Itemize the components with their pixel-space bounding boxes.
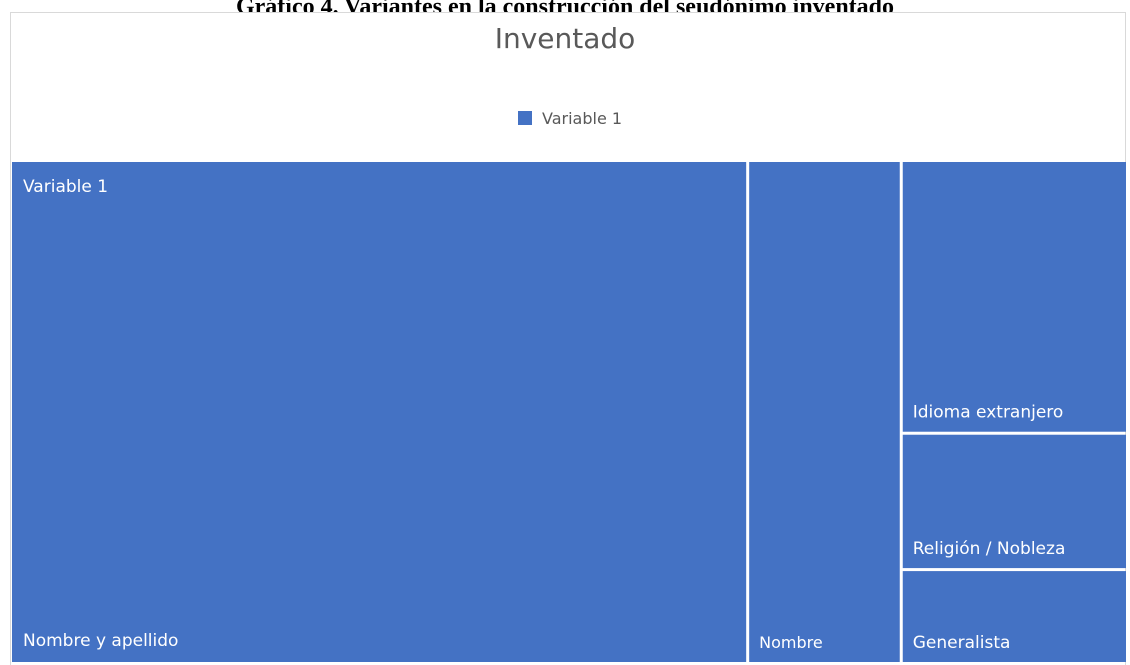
tile-label-generalista: Generalista (913, 633, 1011, 653)
legend-label: Variable 1 (542, 108, 623, 128)
chart-title: Inventado (494, 22, 636, 55)
tile-label-religion-nobleza: Religión / Nobleza (913, 539, 1066, 559)
treemap-tile-generalista (902, 571, 1126, 662)
tile-label-nombre: Nombre (759, 633, 823, 652)
legend: Variable 1 (518, 108, 622, 128)
group-label: Variable 1 (23, 177, 108, 197)
treemap-tile-idioma-extranjero (902, 162, 1126, 432)
treemap-tile-nombre-y-apellido (12, 162, 747, 662)
treemap-tile-nombre (749, 162, 900, 662)
tile-label-nombre-y-apellido: Nombre y apellido (23, 631, 178, 651)
tile-label-idioma-extranjero: Idioma extranjero (913, 403, 1064, 423)
legend-swatch (518, 111, 532, 125)
treemap-tile-religion-nobleza (902, 434, 1126, 569)
